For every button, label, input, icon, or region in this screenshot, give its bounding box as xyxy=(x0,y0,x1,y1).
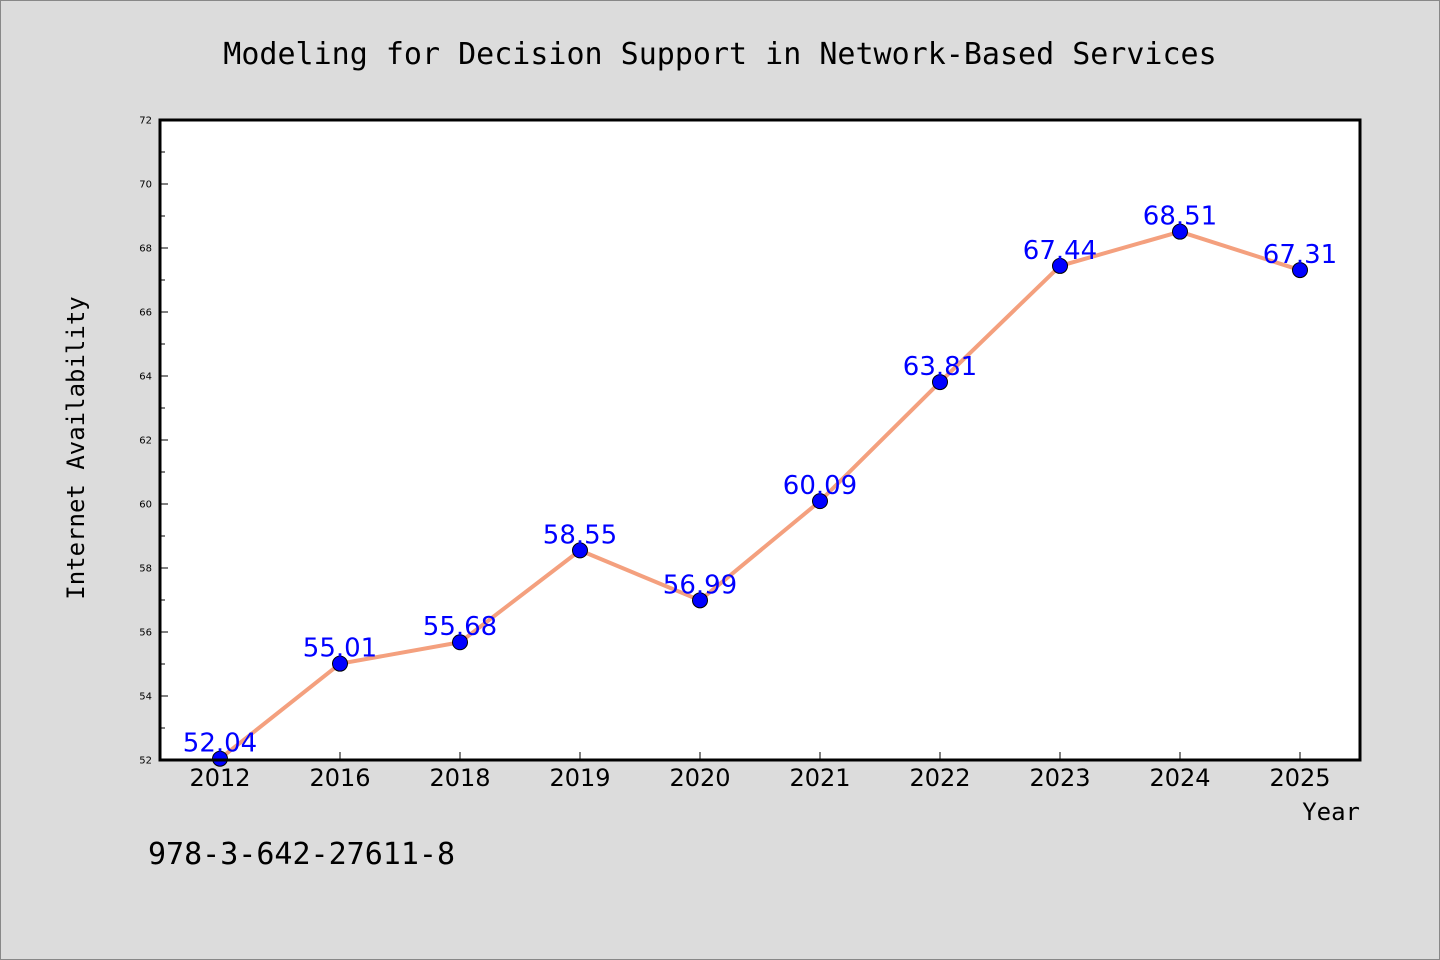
y-tick-label: 58 xyxy=(139,564,152,575)
x-tick-label: 2025 xyxy=(1269,764,1330,792)
y-tick-label: 64 xyxy=(139,372,152,383)
chart-title: Modeling for Decision Support in Network… xyxy=(223,37,1216,72)
data-label: 56.99 xyxy=(663,570,737,600)
y-tick-label: 72 xyxy=(139,116,152,127)
x-tick-label: 2023 xyxy=(1029,764,1090,792)
x-tick-label: 2018 xyxy=(429,764,490,792)
data-point xyxy=(332,655,348,672)
data-point xyxy=(1292,262,1308,279)
data-labels-layer: 52.04 55.01 55.68 58.55 56.99 60.09 63.81 67.44… xyxy=(183,202,1337,759)
x-tick-label: 2020 xyxy=(669,764,730,792)
data-label: 55.68 xyxy=(423,612,497,642)
y-tick-label: 66 xyxy=(139,308,152,319)
y-axis-title: Internet Availability xyxy=(62,296,90,599)
data-point xyxy=(932,374,948,391)
y-tick-label: 56 xyxy=(139,628,152,639)
data-label: 67.44 xyxy=(1023,236,1097,266)
data-point xyxy=(1052,257,1068,274)
data-point xyxy=(452,634,468,651)
data-label: 63.81 xyxy=(903,352,977,382)
y-tick-label: 52 xyxy=(139,756,152,767)
x-tick-label: 2016 xyxy=(309,764,370,792)
data-label: 52.04 xyxy=(183,729,257,759)
data-label: 67.31 xyxy=(1263,240,1337,270)
data-label: 60.09 xyxy=(783,471,857,501)
x-tick-label: 2012 xyxy=(189,764,250,792)
x-axis-title: Year xyxy=(1302,798,1360,826)
y-tick-label: 60 xyxy=(139,500,152,511)
data-point xyxy=(572,542,588,559)
data-point xyxy=(692,592,708,609)
y-tick-label: 54 xyxy=(139,692,152,703)
x-axis: 2012 2016 2018 2019 2020 2021 2022 2023 2024 2025 xyxy=(189,752,1331,792)
data-label: 55.01 xyxy=(303,634,377,664)
plot-frame xyxy=(158,118,1362,762)
y-tick-label: 68 xyxy=(139,244,152,255)
series-line xyxy=(218,229,1301,761)
x-tick-label: 2021 xyxy=(789,764,850,792)
x-tick-label: 2019 xyxy=(549,764,610,792)
data-label: 58.55 xyxy=(543,520,617,550)
y-axis: 52 54 56 58 60 62 64 66 68 70 72 xyxy=(139,116,168,767)
data-point xyxy=(812,493,828,510)
data-point xyxy=(1172,223,1188,240)
y-tick-label: 70 xyxy=(139,180,152,191)
plot-area xyxy=(160,120,1360,760)
y-tick-label: 62 xyxy=(139,436,152,447)
x-tick-label: 2022 xyxy=(909,764,970,792)
data-label: 68.51 xyxy=(1143,202,1217,232)
x-tick-label: 2024 xyxy=(1149,764,1210,792)
footnote-isbn: 978-3-642-27611-8 xyxy=(148,837,455,872)
